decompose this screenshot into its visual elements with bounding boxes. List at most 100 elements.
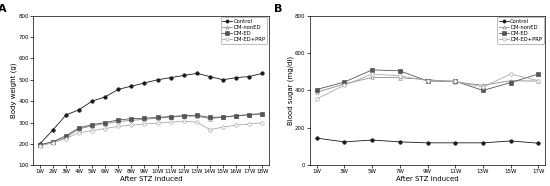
DM-ED+PRP	[259, 122, 266, 124]
Control	[480, 142, 486, 144]
DM-nonED	[424, 78, 431, 81]
Line: Control: Control	[315, 136, 540, 145]
DM-ED+PRP	[314, 98, 320, 100]
DM-ED	[180, 115, 187, 117]
Control	[259, 72, 266, 74]
DM-ED	[507, 81, 514, 84]
DM-nonED	[259, 113, 266, 115]
Control	[424, 142, 431, 144]
Control	[207, 76, 213, 78]
DM-nonED	[154, 117, 161, 119]
Control	[397, 141, 403, 143]
DM-ED+PRP	[167, 121, 174, 123]
Line: Control: Control	[38, 72, 264, 146]
DM-ED	[154, 116, 161, 118]
DM-ED+PRP	[36, 145, 43, 147]
DM-ED+PRP	[246, 123, 252, 125]
DM-ED	[480, 89, 486, 92]
DM-nonED	[89, 125, 95, 127]
Control	[314, 137, 320, 139]
DM-ED	[207, 116, 213, 118]
DM-nonED	[36, 144, 43, 146]
Control	[194, 72, 200, 74]
Y-axis label: Body weight (g): Body weight (g)	[10, 63, 17, 118]
Control	[141, 82, 148, 84]
DM-ED+PRP	[452, 80, 459, 83]
DM-ED+PRP	[369, 73, 376, 75]
Text: B: B	[274, 4, 283, 14]
DM-nonED	[535, 80, 542, 82]
DM-ED	[102, 121, 108, 124]
Control	[115, 88, 122, 91]
DM-nonED	[219, 116, 226, 118]
DM-ED+PRP	[219, 126, 226, 128]
DM-nonED	[341, 83, 348, 85]
Control	[102, 96, 108, 98]
DM-ED	[424, 80, 431, 82]
DM-nonED	[314, 91, 320, 93]
DM-ED+PRP	[180, 120, 187, 123]
DM-ED+PRP	[76, 132, 82, 134]
Control	[507, 140, 514, 142]
DM-ED+PRP	[233, 124, 239, 126]
DM-ED	[63, 135, 69, 137]
Line: DM-ED+PRP: DM-ED+PRP	[38, 120, 264, 148]
Control	[452, 142, 459, 144]
Control	[369, 139, 376, 141]
DM-ED	[219, 116, 226, 118]
Line: DM-ED: DM-ED	[38, 112, 264, 147]
Control	[128, 85, 135, 87]
DM-nonED	[141, 118, 148, 120]
DM-ED	[259, 112, 266, 115]
Line: DM-nonED: DM-nonED	[315, 76, 540, 94]
DM-ED+PRP	[141, 123, 148, 125]
DM-ED+PRP	[480, 86, 486, 88]
DM-nonED	[76, 128, 82, 130]
DM-ED	[369, 69, 376, 71]
Line: DM-ED+PRP: DM-ED+PRP	[315, 72, 540, 101]
DM-ED+PRP	[341, 84, 348, 86]
DM-ED+PRP	[194, 121, 200, 123]
DM-nonED	[397, 77, 403, 79]
DM-ED	[535, 73, 542, 75]
DM-nonED	[50, 141, 56, 143]
DM-ED	[341, 81, 348, 83]
DM-ED+PRP	[63, 137, 69, 140]
DM-ED+PRP	[424, 79, 431, 82]
DM-nonED	[194, 115, 200, 117]
DM-ED+PRP	[207, 129, 213, 131]
DM-ED+PRP	[397, 75, 403, 77]
DM-nonED	[207, 118, 213, 120]
DM-ED+PRP	[115, 125, 122, 127]
DM-nonED	[102, 122, 108, 125]
Control	[76, 109, 82, 111]
DM-ED+PRP	[50, 142, 56, 144]
DM-ED	[50, 141, 56, 143]
DM-ED	[89, 124, 95, 126]
DM-ED	[76, 127, 82, 129]
Control	[219, 79, 226, 81]
Control	[89, 100, 95, 102]
DM-ED+PRP	[154, 122, 161, 124]
X-axis label: After STZ induced: After STZ induced	[120, 176, 182, 182]
DM-ED	[246, 113, 252, 116]
DM-nonED	[167, 116, 174, 118]
DM-nonED	[507, 80, 514, 82]
Legend: Control, DM-nonED, DM-ED, DM-ED+PRP: Control, DM-nonED, DM-ED, DM-ED+PRP	[497, 17, 544, 44]
DM-nonED	[369, 76, 376, 78]
Line: DM-nonED: DM-nonED	[38, 112, 264, 147]
DM-ED	[141, 117, 148, 119]
Control	[63, 114, 69, 116]
DM-nonED	[180, 115, 187, 117]
DM-ED+PRP	[89, 129, 95, 132]
DM-ED	[233, 115, 239, 117]
DM-ED+PRP	[535, 80, 542, 82]
DM-ED+PRP	[102, 127, 108, 130]
DM-ED	[36, 144, 43, 146]
Control	[50, 129, 56, 131]
DM-ED	[452, 80, 459, 82]
Control	[246, 76, 252, 78]
Control	[233, 76, 239, 79]
DM-ED+PRP	[128, 124, 135, 126]
Y-axis label: Blood sugar (mg/dl): Blood sugar (mg/dl)	[287, 56, 294, 125]
